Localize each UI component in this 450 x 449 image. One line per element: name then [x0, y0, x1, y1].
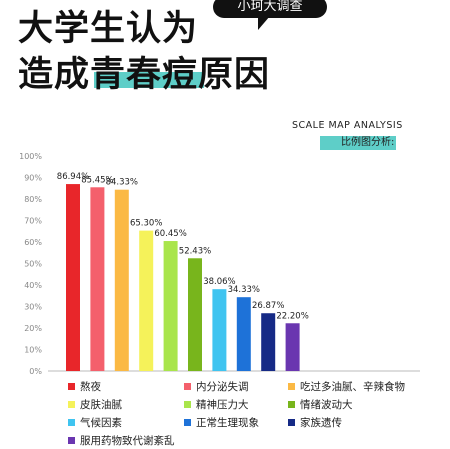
legend-item: 正常生理现象: [184, 416, 288, 429]
title-highlight: [94, 72, 204, 88]
legend-label: 家族遗传: [300, 417, 342, 429]
legend-swatch: [184, 419, 191, 426]
y-tick-label: 40%: [24, 281, 42, 290]
legend-item: 情绪波动大: [288, 398, 448, 411]
legend-swatch: [184, 383, 191, 390]
y-tick-label: 0%: [29, 367, 42, 376]
chart-legend: 熬夜 内分泌失调 吃过多油腻、辛辣食物皮肤油腻 精神压力大 情绪波动大气候因素 正常生理现…: [68, 380, 448, 447]
scale-title: SCALE MAP ANALYSIS: [292, 120, 403, 131]
data-label: 52.43%: [179, 246, 211, 256]
y-tick-label: 80%: [24, 195, 42, 204]
legend-item: 内分泌失调: [184, 380, 288, 393]
bar: [188, 258, 202, 371]
y-tick-label: 10%: [24, 346, 42, 355]
legend-label: 皮肤油腻: [80, 399, 122, 411]
bar: [66, 184, 80, 371]
bar: [236, 297, 251, 371]
bar: [90, 187, 105, 371]
legend-swatch: [288, 401, 295, 408]
y-tick-label: 50%: [24, 260, 42, 269]
survey-bubble: 小珂大调查: [213, 0, 327, 18]
scale-accent-bar: [320, 136, 396, 150]
y-tick-label: 90%: [24, 174, 42, 183]
legend-item: 精神压力大: [184, 398, 288, 411]
legend-item: 气候因素: [68, 416, 184, 429]
bar: [212, 289, 227, 371]
bar-chart: 0%10%20%30%40%50%60%70%80%90%100%86.94%8…: [19, 152, 420, 376]
y-tick-label: 30%: [24, 303, 42, 312]
y-tick-label: 20%: [24, 324, 42, 333]
bar: [261, 313, 276, 371]
legend-swatch: [68, 419, 75, 426]
legend-label: 情绪波动大: [300, 399, 353, 411]
legend-item: 皮肤油腻: [68, 398, 184, 411]
bar: [163, 241, 178, 371]
legend-item: 熬夜: [68, 380, 184, 393]
y-tick-label: 100%: [19, 152, 42, 161]
y-tick-label: 60%: [24, 238, 42, 247]
bubble-tail: [258, 16, 270, 30]
data-label: 60.45%: [154, 229, 186, 239]
legend-label: 服用药物致代谢紊乱: [80, 435, 175, 447]
legend-swatch: [68, 437, 75, 444]
data-label: 22.20%: [276, 311, 308, 321]
bar: [139, 230, 154, 371]
legend-swatch: [288, 419, 295, 426]
data-label: 85.45%: [81, 175, 113, 185]
legend-swatch: [68, 383, 75, 390]
scale-subtitle: 比例图分析:: [341, 137, 395, 148]
legend-label: 内分泌失调: [196, 381, 249, 393]
page-title-line1: 大学生认为: [18, 9, 199, 49]
legend-swatch: [68, 401, 75, 408]
bar: [114, 189, 129, 371]
legend-swatch: [184, 401, 191, 408]
data-label: 34.33%: [228, 285, 260, 295]
page-title-line2: 造成青春痘原因: [18, 55, 271, 95]
legend-label: 熬夜: [80, 381, 101, 393]
data-label: 38.06%: [203, 277, 235, 287]
legend-item: 吃过多油腻、辛辣食物: [288, 380, 448, 393]
legend-item: 家族遗传: [288, 416, 448, 429]
data-label: 65.30%: [130, 219, 162, 229]
data-label: 84.33%: [106, 178, 138, 188]
legend-label: 吃过多油腻、辛辣食物: [300, 381, 405, 393]
legend-item: 服用药物致代谢紊乱: [68, 434, 184, 447]
legend-label: 精神压力大: [196, 399, 249, 411]
data-label: 26.87%: [252, 301, 284, 311]
y-tick-label: 70%: [24, 217, 42, 226]
legend-label: 气候因素: [80, 417, 122, 429]
legend-swatch: [288, 383, 295, 390]
bar: [285, 323, 300, 371]
legend-label: 正常生理现象: [196, 417, 259, 429]
data-label: 86.94%: [57, 172, 89, 182]
